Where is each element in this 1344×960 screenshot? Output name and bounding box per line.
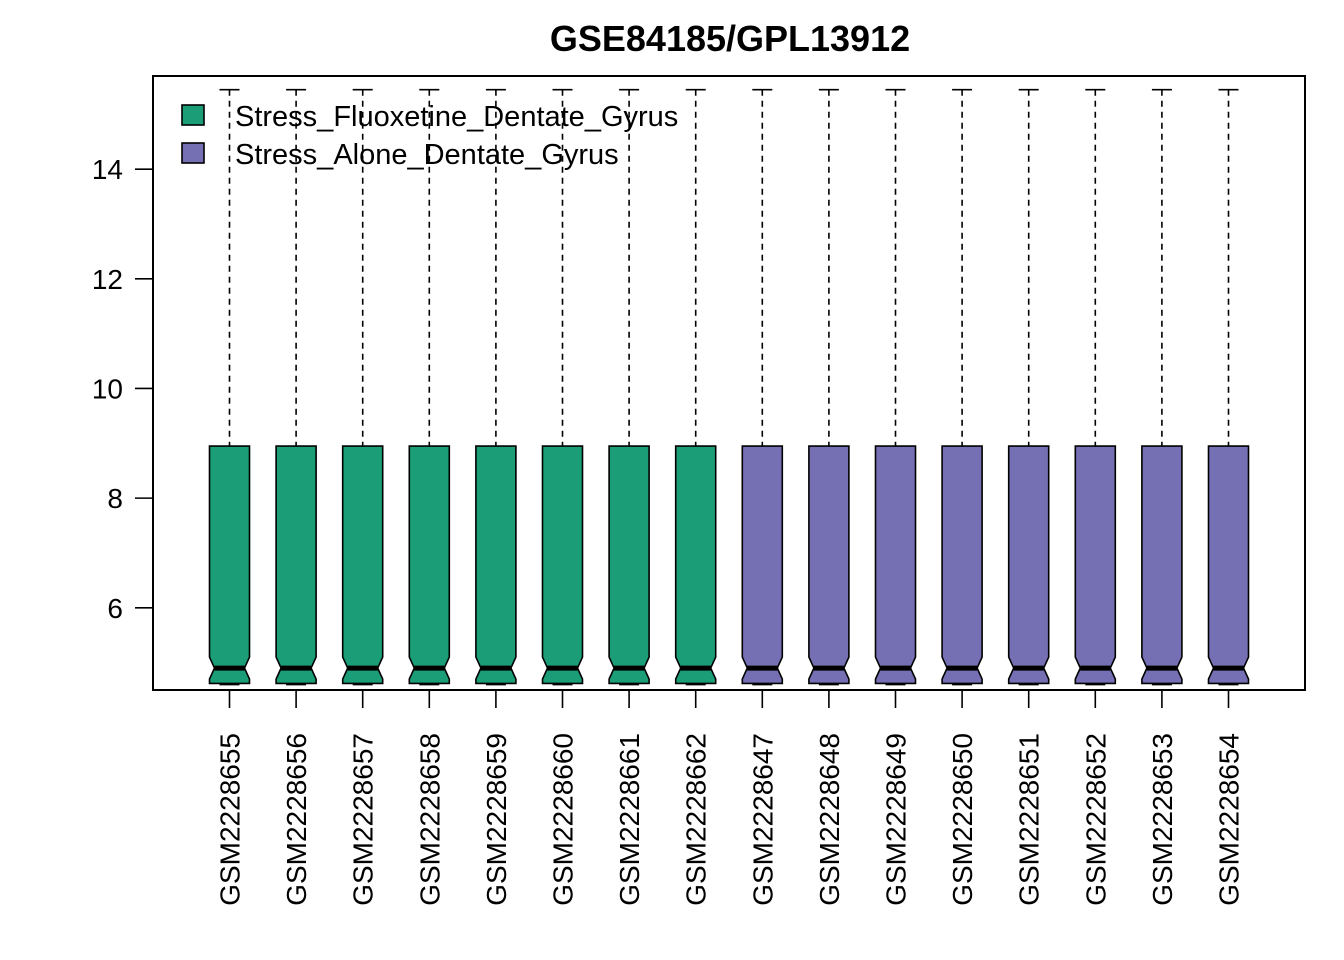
sample-box <box>608 88 650 686</box>
sample-box <box>1141 88 1183 686</box>
sample-box <box>941 88 983 686</box>
y-tick-label: 10 <box>92 373 123 404</box>
sample-box <box>1074 88 1117 686</box>
x-tick-label: GSM2228647 <box>747 733 778 906</box>
x-tick-label: GSM2228655 <box>215 733 246 906</box>
sample-box <box>341 88 384 686</box>
x-tick-label: GSM2228658 <box>414 733 445 906</box>
sample-box <box>674 88 717 686</box>
sample-box <box>541 88 584 686</box>
legend-swatch <box>181 142 205 164</box>
chart-title: GSE84185/GPL13912 <box>550 18 910 59</box>
sample-box <box>874 88 917 686</box>
box-body <box>208 445 251 685</box>
y-tick-label: 8 <box>107 483 123 514</box>
x-tick-label: GSM2228650 <box>947 733 978 906</box>
legend-label: Stress_Alone_Dentate_Gyrus <box>235 139 619 171</box>
sample-box <box>741 88 784 686</box>
y-tick-label: 14 <box>92 154 123 185</box>
sample-box <box>208 88 251 686</box>
box-body <box>741 445 784 685</box>
box-body <box>408 445 451 685</box>
sample-box <box>1007 88 1050 686</box>
x-tick-label: GSM2228656 <box>281 733 312 906</box>
box-body <box>874 445 917 685</box>
x-tick-label: GSM2228660 <box>548 733 579 906</box>
box-body <box>674 445 717 685</box>
box-body <box>475 445 517 685</box>
box-body <box>1074 445 1117 685</box>
x-axis: GSM2228655 GSM2228656 GSM2228657 GSM2228658… <box>215 689 1245 906</box>
x-tick-label: GSM2228648 <box>814 733 845 906</box>
x-tick-label: GSM2228654 <box>1214 733 1245 906</box>
box-body <box>941 445 983 685</box>
x-tick-label: GSM2228661 <box>614 733 645 906</box>
box-body <box>808 445 850 685</box>
boxes-layer <box>208 88 1250 686</box>
box-body <box>608 445 650 685</box>
x-tick-label: GSM2228662 <box>681 733 712 906</box>
box-body <box>1141 445 1183 685</box>
x-tick-label: GSM2228651 <box>1014 733 1045 906</box>
box-body <box>341 445 384 685</box>
y-tick-label: 6 <box>107 593 123 624</box>
x-tick-label: GSM2228659 <box>481 733 512 906</box>
sample-box <box>1207 88 1250 686</box>
legend-swatch <box>181 104 205 126</box>
sample-box <box>408 88 451 686</box>
box-body <box>275 445 317 685</box>
legend-label: Stress_Fluoxetine_Dentate_Gyrus <box>235 101 678 133</box>
x-tick-label: GSM2228652 <box>1080 733 1111 906</box>
box-body <box>1207 445 1250 685</box>
y-axis: 6 8 10 12 14 <box>92 154 154 624</box>
x-tick-label: GSM2228653 <box>1147 733 1178 906</box>
sample-box <box>808 88 850 686</box>
sample-box <box>275 88 317 686</box>
legend: Stress_Fluoxetine_Dentate_Gyrus Stress_Al… <box>181 101 678 171</box>
sample-box <box>475 88 517 686</box>
box-body <box>1007 445 1050 685</box>
x-tick-label: GSM2228649 <box>881 733 912 906</box>
y-tick-label: 12 <box>92 264 123 295</box>
x-tick-label: GSM2228657 <box>348 733 379 906</box>
box-body <box>541 445 584 685</box>
